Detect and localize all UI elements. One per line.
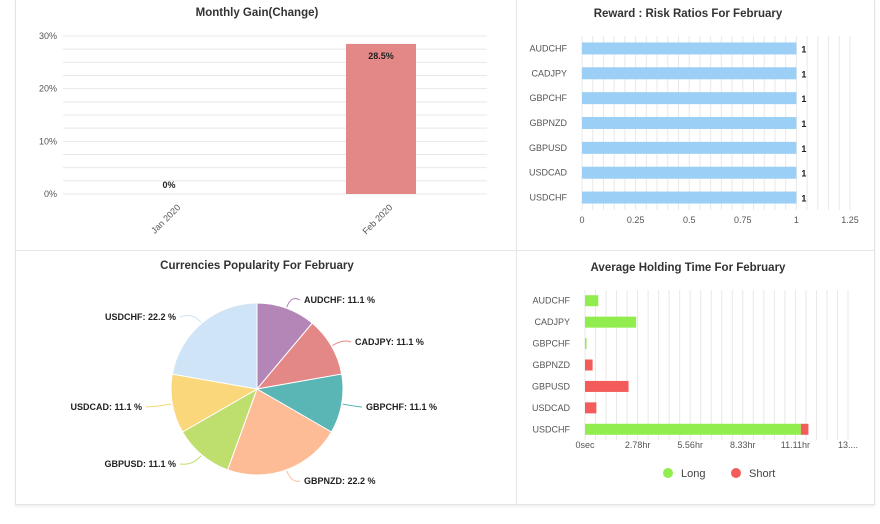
x-tick-label: 0sec: [575, 440, 595, 450]
chart-title: Monthly Gain(Change): [196, 7, 319, 19]
x-tick-label: 5.56hr: [677, 440, 703, 450]
bar-data-label: 1: [801, 194, 806, 204]
gain-bar: [346, 43, 416, 195]
y-tick-label: GBPCHF: [529, 93, 567, 103]
pie-slice: [171, 302, 258, 390]
bar-data-label: 1: [801, 119, 806, 129]
ratio-bar: [582, 42, 797, 55]
pie-label: GBPNZD: 22.2 %: [304, 476, 376, 486]
pie-label: USDCHF: 22.2 %: [105, 312, 176, 322]
ratio-bar: [582, 92, 797, 105]
long-bar: [585, 295, 599, 307]
y-tick-label: USDCHF: [533, 424, 571, 434]
x-tick-label: 0: [579, 215, 584, 225]
pie-label: CADJPY: 11.1 %: [355, 337, 424, 347]
short-bar: [800, 423, 809, 435]
bar-data-label: 1: [801, 44, 806, 54]
x-tick-label: 1.25: [841, 215, 859, 225]
ratio-bar: [582, 191, 797, 204]
ratio-bar: [582, 117, 797, 129]
long-bar: [585, 423, 801, 435]
x-tick-label: 0.5: [683, 215, 696, 225]
y-tick-label: 30%: [39, 31, 57, 41]
y-tick-label: AUDCHF: [530, 43, 568, 53]
short-bar: [585, 402, 597, 414]
y-tick-label: GBPUSD: [532, 381, 571, 391]
y-tick-label: GBPCHF: [532, 339, 570, 349]
long-bar: [585, 316, 637, 328]
pie-label: GBPCHF: 11.1 %: [366, 402, 437, 412]
x-tick-label: 0.75: [734, 215, 752, 225]
row-divider: [15, 250, 875, 251]
bar-data-label: 1: [801, 169, 806, 179]
y-tick-label: USDCAD: [529, 168, 568, 178]
short-bar: [585, 359, 593, 371]
legend-marker: [731, 468, 741, 478]
dashboard-frame: [15, 0, 875, 505]
y-tick-label: 0%: [44, 189, 57, 199]
pie-connector: [286, 470, 301, 482]
ratio-bar: [582, 67, 797, 80]
pie-connector: [145, 403, 172, 408]
pie-connector: [342, 403, 363, 408]
bar-data-label: 1: [801, 94, 806, 104]
x-tick-label: 8.33hr: [730, 440, 756, 450]
bar-data-label: 1: [801, 69, 806, 79]
chart-title: Currencies Popularity For February: [160, 260, 354, 272]
pie-connector: [179, 455, 202, 465]
y-tick-label: AUDCHF: [533, 296, 571, 306]
legend-marker: [663, 468, 673, 478]
pie-label: AUDCHF: 11.1 %: [304, 295, 375, 305]
long-bar: [585, 338, 587, 350]
legend-label: Short: [749, 468, 775, 480]
chart-title: Reward : Risk Ratios For February: [594, 8, 783, 20]
bar-data-label: 0%: [162, 180, 175, 190]
y-tick-label: GBPUSD: [529, 143, 568, 153]
y-tick-label: GBPNZD: [529, 118, 567, 128]
ratio-bar: [582, 141, 797, 154]
x-tick-label: 0.25: [627, 215, 645, 225]
y-tick-label: CADJPY: [531, 68, 567, 78]
ratio-bar: [582, 166, 797, 179]
pie-slice: [226, 388, 333, 476]
x-tick-label: 1: [794, 215, 799, 225]
y-tick-label: 20%: [39, 84, 57, 94]
pie-connector: [286, 298, 301, 308]
x-tick-label: 11.11hr: [781, 440, 810, 450]
pie-connector: [332, 340, 352, 346]
y-tick-label: GBPNZD: [532, 360, 570, 370]
legend-label: Long: [681, 468, 705, 480]
short-bar: [585, 380, 629, 392]
bar-data-label: 28.5%: [368, 51, 394, 61]
x-tick-label: 13....: [838, 440, 858, 450]
column-divider: [516, 0, 517, 505]
chart-title: Average Holding Time For February: [591, 262, 787, 274]
bar-data-label: 1: [801, 144, 806, 154]
y-tick-label: USDCHF: [530, 193, 568, 203]
x-tick-label: 2.78hr: [625, 440, 651, 450]
y-tick-label: USDCAD: [532, 403, 571, 413]
pie-connector: [179, 315, 202, 323]
pie-label: GBPUSD: 11.1 %: [104, 459, 176, 469]
pie-label: USDCAD: 11.1 %: [70, 402, 142, 412]
y-tick-label: 10%: [39, 136, 57, 146]
y-tick-label: CADJPY: [534, 317, 570, 327]
